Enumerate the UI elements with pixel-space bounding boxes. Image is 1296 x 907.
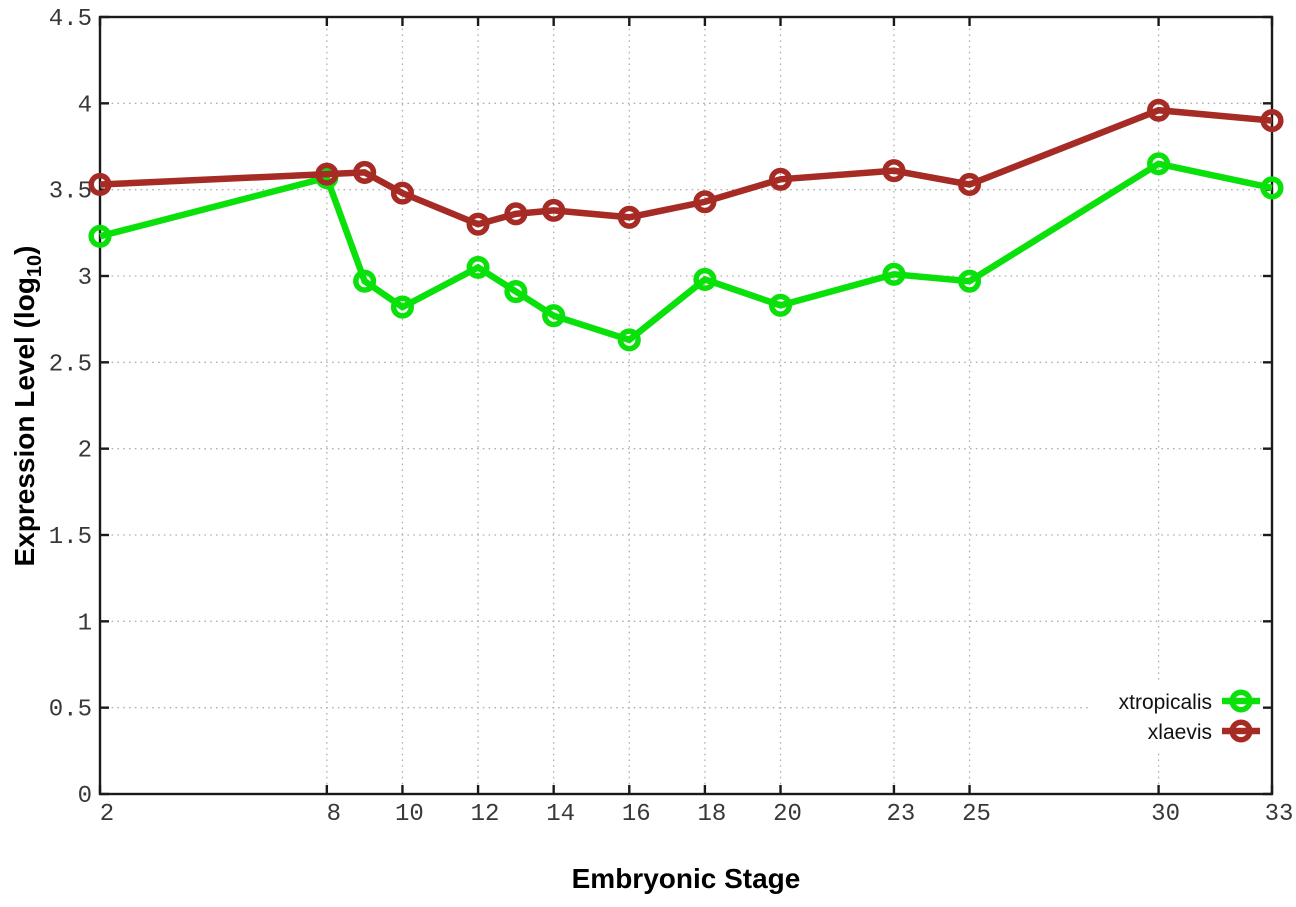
y-tick-label: 4 [78, 92, 92, 119]
series-point-xlaevis [466, 212, 490, 236]
x-tick-label: 23 [887, 801, 916, 828]
series-point-xlaevis [390, 181, 415, 205]
series-point-xlaevis [315, 162, 339, 186]
series-point-xtropicalis [882, 262, 906, 286]
series-point-xlaevis [882, 159, 906, 183]
x-tick-label: 25 [962, 801, 991, 828]
y-tick-label: 1.5 [49, 524, 92, 551]
y-tick-label: 3.5 [49, 179, 92, 206]
series-point-xtropicalis [617, 328, 641, 352]
x-tick-label: 8 [327, 801, 341, 828]
y-tick-label: 0.5 [49, 697, 92, 724]
series-point-xlaevis [504, 202, 528, 226]
x-tick-label: 20 [773, 801, 802, 828]
series-point-xlaevis [957, 172, 982, 197]
y-tick-label: 2 [78, 438, 92, 465]
series-group [88, 98, 1284, 352]
legend: xtropicalis xlaevis [1088, 684, 1262, 750]
series-point-xtropicalis [88, 224, 112, 248]
legend-point-xtropicalis [1229, 689, 1253, 713]
series-point-xlaevis [542, 198, 566, 222]
series-point-xtropicalis [390, 295, 415, 319]
y-axis-title: Expression Level (log10) [9, 246, 46, 567]
x-tick-label: 10 [395, 801, 424, 828]
plot-border [98, 15, 1274, 796]
legend-markers [1222, 689, 1260, 743]
y-tick-label: 4.5 [49, 6, 92, 33]
x-tick-label: 14 [546, 801, 575, 828]
series-point-xtropicalis [542, 304, 566, 328]
x-tick-label: 2 [100, 801, 114, 828]
series-point-xtropicalis [1147, 152, 1171, 176]
gridlines [100, 17, 1272, 794]
x-tick-label: 33 [1265, 801, 1294, 828]
series-point-xlaevis [617, 205, 641, 229]
y-tick-label: 2.5 [49, 351, 92, 378]
series-point-xtropicalis [504, 279, 528, 304]
series-line-xlaevis [99, 106, 1273, 228]
legend-label-xlaevis: xlaevis [1148, 721, 1212, 744]
tick-labels: 2 8 10 12 14 16 18 20 23 25 30 33 0 0.5 1 1.5 2 2.5 3 3.5 4 4… [49, 6, 1294, 828]
legend-point-xlaevis [1229, 719, 1253, 743]
series-point-xtropicalis [466, 255, 490, 279]
y-tick-label: 1 [78, 610, 92, 637]
x-tick-label: 12 [471, 801, 500, 828]
x-tick-label: 30 [1151, 801, 1180, 828]
series-point-xlaevis [1260, 109, 1284, 133]
series-point-xlaevis [353, 160, 377, 184]
series-point-xlaevis [1147, 98, 1171, 122]
series-point-xtropicalis [957, 269, 982, 293]
y-tick-label: 0 [78, 783, 92, 810]
x-tick-label: 18 [697, 801, 726, 828]
axis-ticks [98, 15, 1274, 796]
series-point-xtropicalis [1260, 176, 1284, 200]
y-tick-label: 3 [78, 265, 92, 292]
series-point-xlaevis [768, 167, 793, 191]
series-point-xtropicalis [693, 267, 717, 292]
series-point-xlaevis [88, 172, 112, 197]
legend-label-xtropicalis: xtropicalis [1119, 691, 1212, 714]
x-axis-title: Embryonic Stage [572, 863, 801, 894]
series-point-xtropicalis [353, 269, 377, 293]
x-tick-label: 16 [622, 801, 651, 828]
series-point-xlaevis [693, 190, 717, 214]
series-point-xtropicalis [768, 293, 793, 317]
